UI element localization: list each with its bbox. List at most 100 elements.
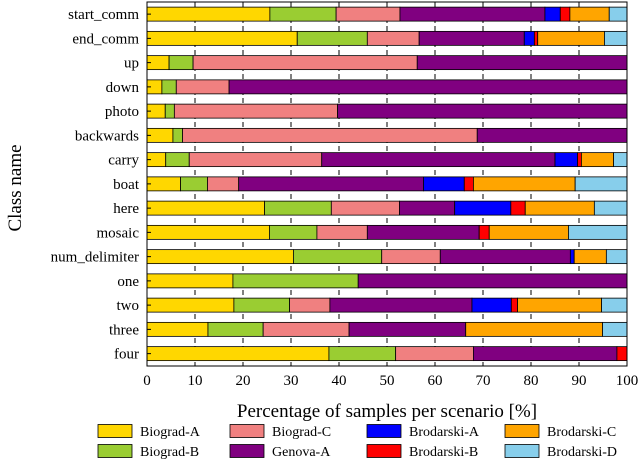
x-tick-label: 10: [188, 373, 203, 389]
legend-label: Brodarski-A: [409, 425, 480, 440]
bar-segment: [465, 321, 603, 337]
bar-segment: [268, 224, 318, 240]
bar-segment: [581, 152, 614, 168]
legend-swatch: [366, 424, 402, 438]
bar-segment: [510, 297, 518, 313]
bar-segment: [523, 30, 535, 46]
bar-segment: [399, 6, 546, 22]
bar-segment: [488, 224, 569, 240]
bar-segment: [381, 249, 441, 265]
legend-label: Brodarski-C: [547, 425, 616, 440]
bar-segment: [574, 176, 628, 192]
category-label: three: [109, 322, 139, 338]
bar-segment: [146, 321, 209, 337]
bar-segment: [146, 6, 271, 22]
category-label: num_delimiter: [51, 250, 139, 266]
bar-segment: [165, 152, 190, 168]
bar-segment: [146, 273, 234, 289]
category-label: photo: [105, 104, 139, 120]
bar-segment: [172, 127, 183, 143]
bar-segment: [593, 200, 628, 216]
bar-segment: [573, 249, 607, 265]
bar-segment: [604, 30, 628, 46]
bar-segment: [168, 55, 194, 71]
bar-segment: [418, 30, 525, 46]
bar-segment: [472, 176, 576, 192]
x-tick-label: 80: [524, 373, 539, 389]
bar-segment: [289, 297, 331, 313]
bar-segment: [471, 297, 512, 313]
bar-segment: [510, 200, 526, 216]
category-label: start_comm: [68, 7, 139, 23]
category-label: backwards: [75, 128, 139, 144]
bar-segment: [472, 346, 618, 362]
legend: Biograd-A Biograd-B Biograd-C Genova-A Broda…: [97, 424, 617, 460]
bar-segment: [366, 30, 420, 46]
bar-segment: [613, 152, 628, 168]
bar-segment: [328, 346, 397, 362]
category-label: carry: [108, 153, 139, 169]
bar-segment: [463, 176, 474, 192]
x-axis-title: Percentage of samples per scenario [%]: [237, 401, 537, 422]
category-label: two: [117, 298, 140, 314]
bar-segment: [348, 321, 467, 337]
bar-segment: [608, 6, 628, 22]
category-label: up: [124, 56, 139, 72]
legend-swatch: [229, 444, 265, 458]
bar-segment: [537, 30, 605, 46]
bar-segment: [329, 297, 473, 313]
bar-segment: [233, 297, 290, 313]
legend-swatch: [366, 444, 402, 458]
bar-segment: [228, 79, 628, 95]
bar-segment: [577, 152, 582, 168]
category-label: here: [113, 201, 139, 217]
bar-segment: [146, 176, 181, 192]
bar-segment: [601, 297, 628, 313]
y-axis-title: Class name: [5, 144, 26, 231]
bar-segment: [238, 176, 424, 192]
x-tick-labels: 0 10 20 30 40 50 60 70 80 90 100: [143, 373, 638, 389]
bar-segment: [321, 152, 556, 168]
category-label: four: [114, 347, 139, 363]
bar-segment: [357, 273, 628, 289]
bar-segment: [517, 297, 602, 313]
x-tick-label: 90: [572, 373, 587, 389]
bar-segment: [180, 176, 208, 192]
bar-segment: [569, 6, 610, 22]
x-tick-label: 50: [380, 373, 395, 389]
bar-segment: [264, 200, 332, 216]
x-tick-label: 100: [616, 373, 639, 389]
bar-segment: [182, 127, 478, 143]
bar-segment: [146, 297, 235, 313]
bar-segment: [399, 200, 456, 216]
bar-segment: [554, 152, 578, 168]
x-tick-label: 40: [332, 373, 347, 389]
bar-segment: [269, 6, 337, 22]
x-tick-label: 0: [143, 373, 151, 389]
legend-swatch: [229, 424, 265, 438]
legend-label: Brodarski-D: [547, 445, 617, 460]
bar-segment: [533, 30, 539, 46]
bar-segment: [335, 6, 401, 22]
category-label: boat: [113, 177, 140, 193]
category-label: mosaic: [97, 225, 140, 241]
bar-segment: [366, 224, 480, 240]
bar-segment: [544, 6, 561, 22]
bar-segment: [232, 273, 359, 289]
bar-segment: [337, 103, 628, 119]
bar-segment: [439, 249, 571, 265]
bars: [146, 6, 628, 362]
legend-swatch: [504, 424, 540, 438]
bar-segment: [524, 200, 595, 216]
bar-segment: [476, 127, 628, 143]
bar-segment: [146, 249, 294, 265]
bar-segment: [207, 321, 264, 337]
bar-segment: [605, 249, 628, 265]
category-label: down: [106, 80, 140, 96]
bar-segment: [454, 200, 512, 216]
bar-segment: [188, 152, 323, 168]
category-label: one: [117, 274, 139, 290]
bar-segment: [164, 103, 175, 119]
